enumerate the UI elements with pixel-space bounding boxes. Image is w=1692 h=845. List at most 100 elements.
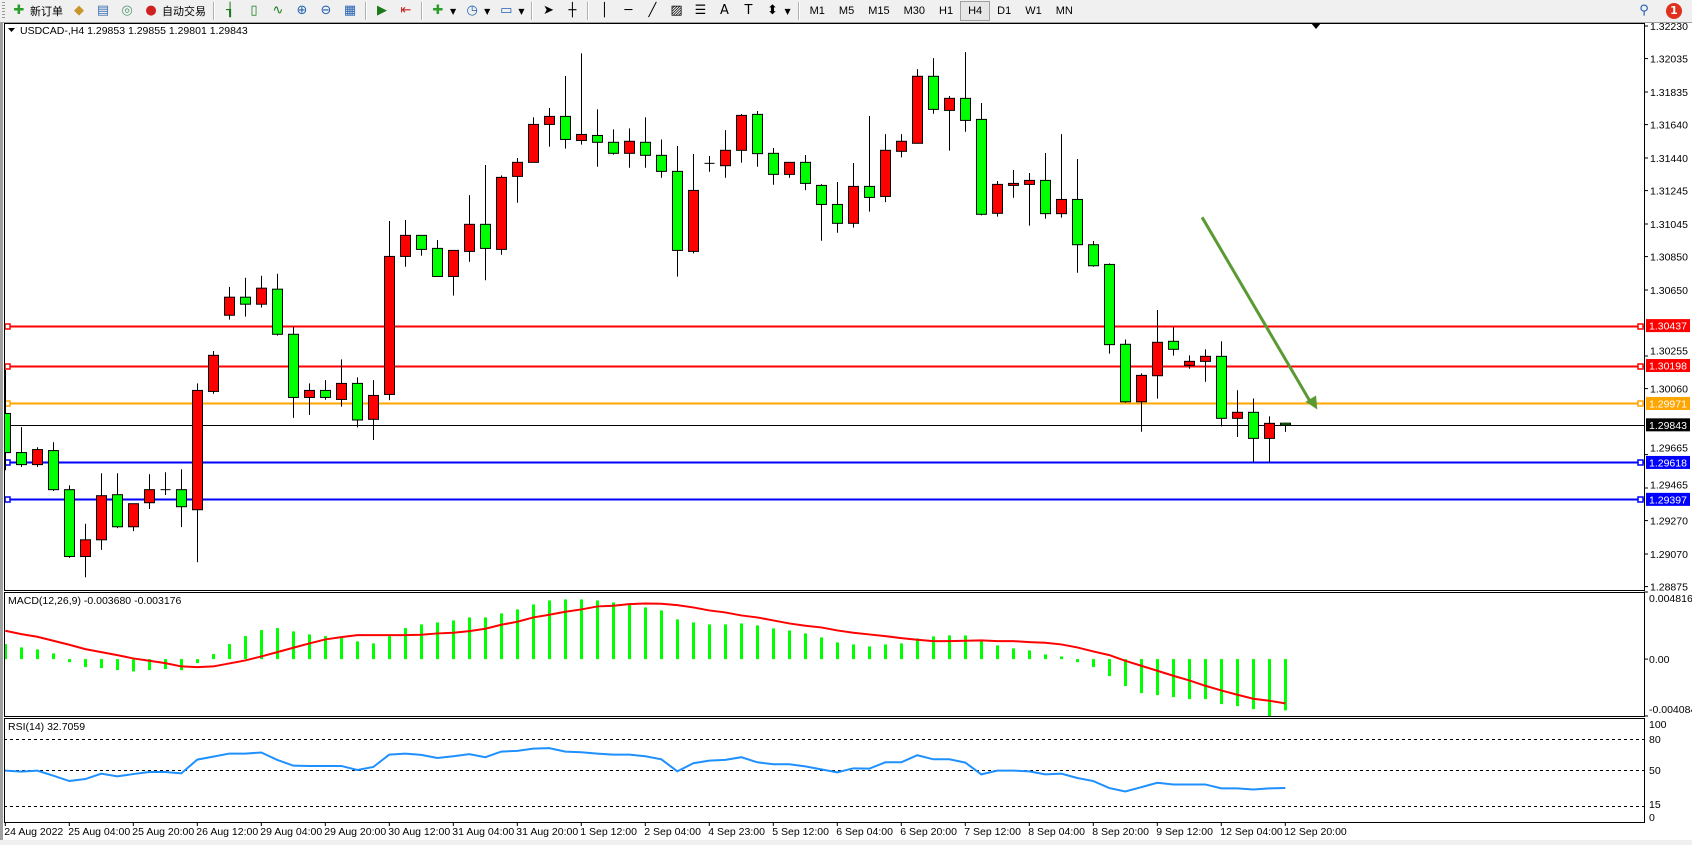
timeframe-w1[interactable]: W1	[1025, 5, 1042, 17]
macd-histogram-bar	[948, 635, 951, 660]
candle-body	[880, 149, 891, 197]
candle	[208, 350, 219, 394]
macd-histogram-bar	[980, 641, 983, 660]
price-line-label: 1.30437	[1649, 321, 1687, 333]
auto-trading-button[interactable]: ● 自动交易	[139, 1, 210, 21]
timeframe-m30[interactable]: M30	[903, 5, 925, 17]
trend-arrow-head-icon[interactable]	[1305, 395, 1318, 410]
candle-body	[912, 75, 923, 144]
macd-histogram-bar	[340, 638, 343, 660]
text-button[interactable]: A	[712, 1, 736, 21]
macd-histogram-bar	[612, 602, 615, 660]
candle-body	[1216, 355, 1227, 419]
line-handle-right[interactable]	[1637, 400, 1644, 407]
candle	[1264, 416, 1275, 463]
candle	[320, 380, 331, 400]
macd-histogram-bar	[1092, 659, 1095, 668]
notification-badge[interactable]: 1	[1666, 3, 1682, 19]
new-order-button[interactable]: ✚ 新订单	[7, 1, 67, 21]
bar-chart-button[interactable]: ┧	[218, 1, 242, 21]
timeframe-m1[interactable]: M1	[809, 5, 825, 17]
price-line-label: 1.29971	[1649, 398, 1687, 410]
line-handle-left[interactable]	[4, 496, 11, 503]
time-axis-label: 31 Aug 20:00	[516, 826, 578, 838]
line-handle-right[interactable]	[1637, 363, 1644, 370]
timeframe-h1[interactable]: H1	[939, 5, 954, 17]
auto-scroll-button[interactable]: ▶	[370, 1, 394, 21]
macd-histogram-bar	[1252, 659, 1255, 710]
macd-histogram-bar	[692, 622, 695, 660]
price-line-label-box	[1646, 418, 1690, 432]
arrows-button[interactable]: ⬍ ▼	[760, 1, 794, 21]
horizontal-line-button[interactable]: ─	[616, 1, 640, 21]
candle	[480, 165, 491, 281]
toolbar-grip[interactable]	[2, 2, 5, 20]
macd-histogram-bar	[500, 613, 503, 660]
equidistant-channel-button[interactable]: ▨	[664, 1, 688, 21]
zoom-in-button[interactable]: ⊕	[290, 1, 314, 21]
candlestick-button[interactable]: ▯	[242, 1, 266, 21]
text-label-button[interactable]: T	[736, 1, 760, 21]
candle	[1248, 398, 1259, 463]
fibonacci-button[interactable]: ☰	[688, 1, 712, 21]
chevron-down-icon: ▼	[518, 6, 525, 16]
tile-windows-button[interactable]: ▦	[338, 1, 362, 21]
vertical-line-button[interactable]: │	[592, 1, 616, 21]
candle	[688, 153, 699, 254]
time-axis-label: 8 Sep 04:00	[1028, 826, 1085, 838]
candle-body	[224, 296, 235, 316]
line-handle-right[interactable]	[1637, 496, 1644, 503]
line-handle-left[interactable]	[4, 323, 11, 330]
candle	[592, 109, 603, 167]
zoom-out-button[interactable]: ⊖	[314, 1, 338, 21]
indicators-button[interactable]: ✚ ▼	[426, 1, 460, 21]
market-watch-icon: ◆	[74, 3, 84, 18]
periods-button[interactable]: ◷ ▼	[460, 1, 494, 21]
candle	[96, 473, 107, 550]
timeframe-mn[interactable]: MN	[1055, 5, 1073, 17]
timeframe-d1[interactable]: D1	[997, 5, 1012, 17]
chevron-down-icon: ▼	[450, 6, 457, 16]
templates-button[interactable]: ▭ ▼	[494, 1, 528, 21]
macd-histogram-bar	[964, 635, 967, 660]
line-handle-left[interactable]	[4, 363, 11, 370]
line-chart-button[interactable]: ∿	[266, 1, 290, 21]
cursor-button[interactable]: ➤	[536, 1, 560, 21]
timeframe-h4[interactable]: H4	[960, 1, 991, 21]
crosshair-button[interactable]: ┼	[560, 1, 584, 21]
candle-body	[1008, 182, 1019, 186]
candle-body	[304, 389, 315, 398]
main-price-panel[interactable]	[1, 52, 1645, 578]
rsi-label: RSI(14) 32.7059	[8, 721, 85, 733]
trend-arrow-line[interactable]	[1200, 216, 1313, 405]
candlestick-icon: ▯	[250, 3, 258, 18]
timeframe-m5[interactable]: M5	[838, 5, 855, 17]
candle-body	[544, 115, 555, 125]
candle	[64, 485, 75, 558]
macd-histogram-bar	[1172, 659, 1175, 698]
search-icon[interactable]: ⚲	[1639, 3, 1649, 18]
candle-body	[1200, 355, 1211, 362]
trendline-button[interactable]: ╱	[640, 1, 664, 21]
navigator-button[interactable]: ◎	[115, 1, 139, 21]
macd-panel[interactable]	[4, 599, 1287, 716]
market-watch-button[interactable]: ◆	[67, 1, 91, 21]
macd-histogram-bar	[324, 636, 327, 660]
chart-shift-marker-icon[interactable]	[1311, 23, 1321, 29]
data-window-button[interactable]: ▤	[91, 1, 115, 21]
line-handle-right[interactable]	[1637, 459, 1644, 466]
time-axis-label: 31 Aug 04:00	[452, 826, 514, 838]
price-axis-label: 1.31045	[1650, 219, 1688, 231]
macd-histogram-bar	[1156, 659, 1159, 696]
collapse-triangle-icon[interactable]	[8, 28, 15, 32]
line-handle-right[interactable]	[1637, 323, 1644, 330]
price-line-label-box	[1646, 359, 1690, 373]
auto-scroll-icon: ▶	[377, 3, 387, 18]
time-axis-label: 25 Aug 20:00	[132, 826, 194, 838]
timeframe-m15[interactable]: M15	[868, 5, 890, 17]
candle	[1104, 263, 1115, 354]
candle-body	[944, 97, 955, 111]
rsi-panel[interactable]	[4, 739, 1644, 807]
chart-shift-button[interactable]: ⇤	[394, 1, 418, 21]
